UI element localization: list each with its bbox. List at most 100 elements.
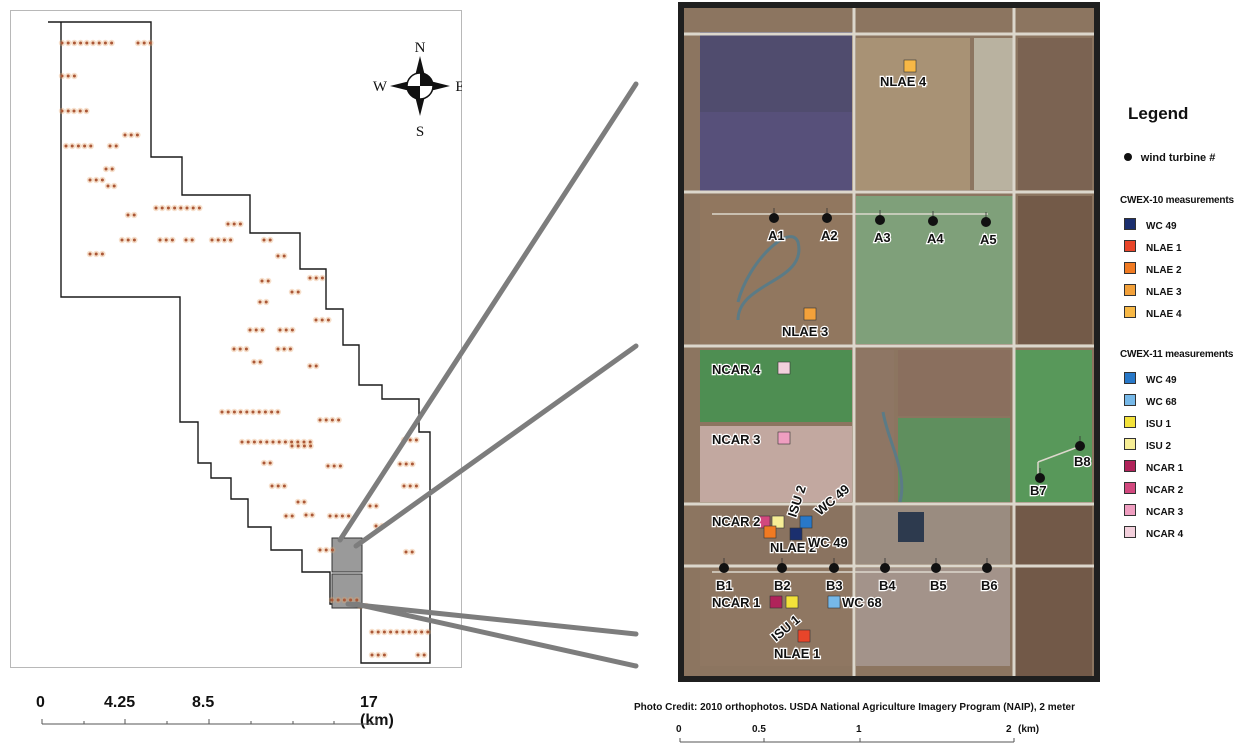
site-label-ncar1: NCAR 1 [712,595,760,610]
turbine-dot [320,318,324,322]
legend-item-label: NCAR 3 [1146,507,1184,518]
turbine-dot-halo [225,408,232,416]
turbine-dot [103,41,107,45]
turbine-label-b6: B6 [981,578,998,593]
turbine-dot [166,206,170,210]
turbine-dot-halo [381,628,388,636]
turbine-dot [355,598,359,602]
turbine-dot [129,133,133,137]
legend-item-label: NLAE 1 [1146,243,1182,254]
field-parcel [1014,506,1092,676]
field-parcel [700,350,852,422]
turbine-dot-halo [319,274,326,282]
site-label-ncar4: NCAR 4 [712,362,761,377]
turbine-dot [85,41,89,45]
turbine-dot-halo [403,460,410,468]
turbine-dot-halo [125,236,132,244]
turbine-dot-halo [375,651,382,659]
turbine-label-a3: A3 [874,230,891,245]
turbine-dot [114,144,118,148]
turbine-dot [290,444,294,448]
scale-label-0: 0 [36,694,45,711]
turbine-marker-b3 [829,563,839,573]
turbine-dot [288,347,292,351]
turbine-dot [197,206,201,210]
turbine-dot [239,410,243,414]
turbine-dot-halo [77,39,84,47]
farmstead-parcel [974,38,1014,190]
nlae1-person-icon [797,629,811,643]
site-label-ncar3: NCAR 3 [712,432,760,447]
turbine-dot [104,167,108,171]
turbine-dot-halo [177,204,184,212]
turbine-dot-halo [345,512,352,520]
legend-cwex10-heading: CWEX-10 measurements [1120,195,1234,206]
turbine-label-a1: A1 [768,228,785,243]
turbine-dot [314,276,318,280]
turbine-dot-halo [275,482,282,490]
scale-label-17km: 17 (km) [360,694,394,729]
turbine-dot [258,300,262,304]
legend-item: NLAE 4 [1124,306,1182,320]
turbine-dot [110,41,114,45]
turbine-dot-halo [323,546,330,554]
turbine-dot [60,109,64,113]
turbine-dot [284,514,288,518]
legend-item: WC 68 [1124,394,1177,408]
legend-cwex11-heading: CWEX-11 measurements [1120,349,1234,360]
turbine-dot [258,360,262,364]
turbine-marker-b2 [777,563,787,573]
person-icon [1124,460,1136,472]
compass-w-label: W [373,79,388,95]
turbine-dot [245,410,249,414]
turbine-dot-halo [70,107,78,115]
turbine-dot-halo [326,512,334,520]
turbine-dot-halo [281,252,288,260]
turbine-dot-halo [243,408,250,416]
turbine-label-b8: B8 [1074,454,1091,469]
detail-scale-unit: (km) [1018,724,1040,735]
legend-item: NLAE 2 [1124,262,1182,276]
turbine-dot-halo [269,438,277,446]
turbine-dot [232,410,236,414]
turbine-dot [404,550,408,554]
turbine-dot-halo [218,408,226,416]
legend-item-label: WC 49 [1146,375,1177,386]
turbine-dot [278,328,282,332]
turbine-dot [262,238,266,242]
turbine-dot-halo [69,142,76,150]
turbine-dot-halo [409,460,416,468]
turbine-dot-halo [134,39,142,47]
turbine-dot-halo [276,438,283,446]
turbine-dot [185,206,189,210]
field-parcel [1018,38,1092,190]
turbine-dot-halo [372,522,380,530]
legend-item-label: NLAE 2 [1146,265,1182,276]
legend-turbine-row: wind turbine # [1124,152,1215,164]
legend-item-label: NCAR 4 [1146,529,1184,540]
turbine-dot-halo [65,107,72,115]
turbine-dot [240,440,244,444]
turbine-dot-halo [375,628,382,636]
turbine-marker-b5 [931,563,941,573]
turbine-dot [290,290,294,294]
turbine-dot-halo [409,548,416,556]
turbine-dot-halo [224,220,232,228]
turbine-dot [314,318,318,322]
turbine-dot [106,184,110,188]
legend-item: WC 49 [1124,218,1177,232]
field-parcel [700,568,852,666]
turbine-dot-halo [307,438,314,446]
turbine-dot-halo [294,438,301,446]
turbine-marker-a2 [822,213,832,223]
turbine-dot [132,238,136,242]
turbine-dot-halo [282,512,290,520]
turbine-dot-halo [281,482,288,490]
turbine-dot-halo [424,628,431,636]
turbine-dot [276,347,280,351]
turbine-dot [191,206,195,210]
pond [898,512,924,542]
turbine-dot-halo [128,131,135,139]
turbine-dot-halo [282,438,289,446]
turbine-dot [332,464,336,468]
